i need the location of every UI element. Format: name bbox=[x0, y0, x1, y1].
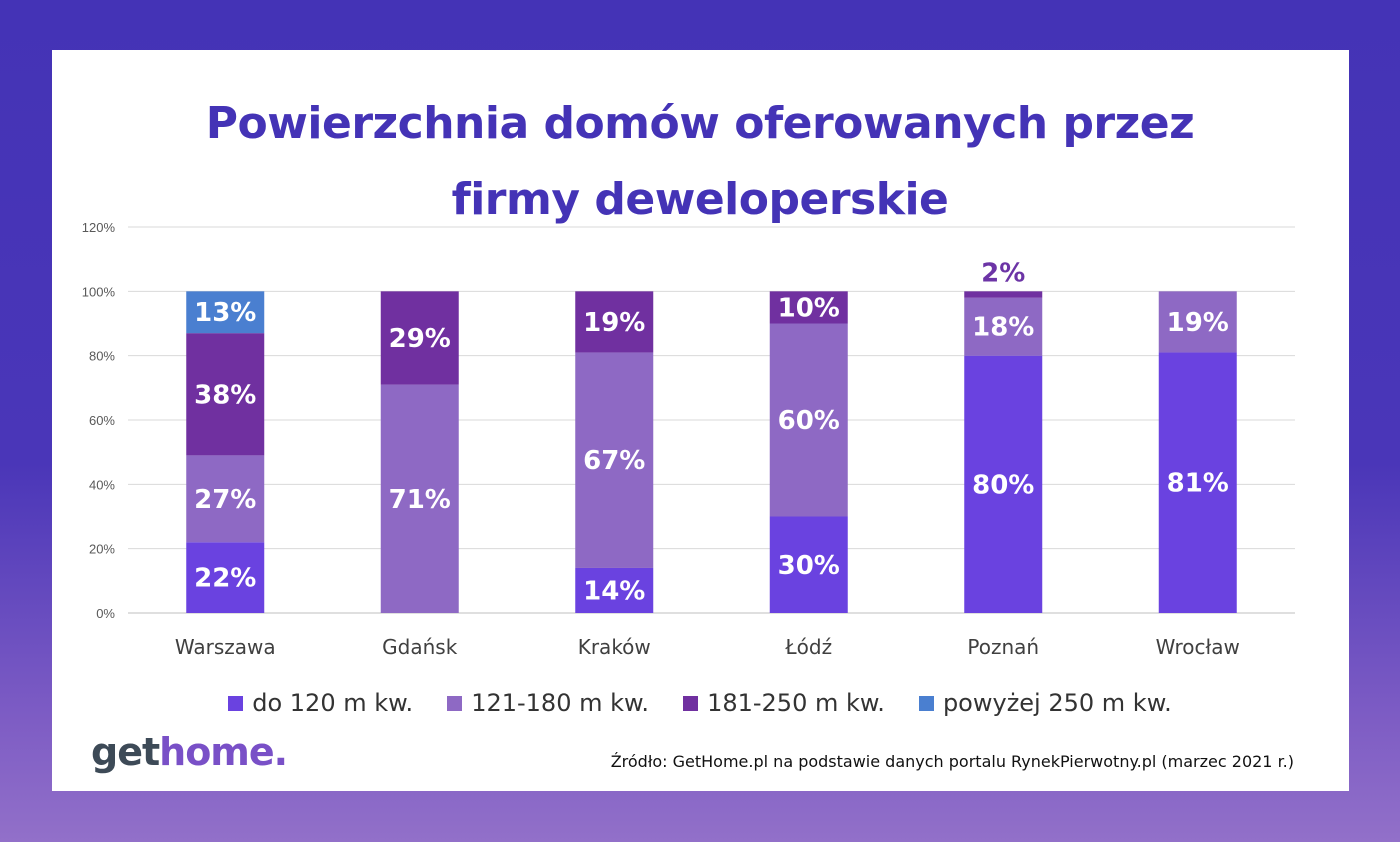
bar-segment bbox=[186, 333, 265, 456]
x-tick-label: Łódź bbox=[784, 635, 832, 659]
bar-segment bbox=[575, 352, 654, 568]
logo-text-home: home. bbox=[159, 730, 288, 774]
bar-segment bbox=[186, 542, 265, 613]
legend-item-series-3: 181-250 m kw. bbox=[683, 689, 885, 717]
data-label: 18% bbox=[972, 313, 1034, 343]
y-tick-label: 60% bbox=[89, 413, 115, 428]
x-tick-label: Warszawa bbox=[175, 635, 276, 659]
x-tick-label: Poznań bbox=[967, 635, 1039, 659]
y-tick-label: 20% bbox=[89, 542, 115, 557]
bar-segment bbox=[769, 516, 848, 613]
legend-swatch-series-2 bbox=[447, 695, 463, 711]
data-label: 22% bbox=[194, 564, 256, 594]
y-tick-label: 100% bbox=[82, 284, 116, 299]
bar-segment bbox=[964, 297, 1043, 356]
data-label: 80% bbox=[972, 470, 1034, 500]
chart-legend: do 120 m kw. 121-180 m kw. 181-250 m kw.… bbox=[0, 686, 1400, 720]
legend-label-series-1: do 120 m kw. bbox=[252, 689, 414, 717]
x-tick-label: Gdańsk bbox=[382, 635, 458, 659]
y-tick-label: 40% bbox=[89, 477, 115, 492]
bar-segment bbox=[380, 291, 459, 385]
bar-segment bbox=[964, 355, 1043, 613]
chart-title: Powierzchnia domów oferowanych przez fir… bbox=[0, 86, 1400, 238]
bar-segment bbox=[769, 291, 848, 324]
legend-swatch-series-3 bbox=[683, 695, 699, 711]
legend-label-series-2: 121-180 m kw. bbox=[471, 689, 650, 717]
legend-swatch-series-1 bbox=[228, 695, 244, 711]
data-label: 2% bbox=[981, 258, 1025, 288]
bar-segment bbox=[186, 455, 265, 543]
x-tick-label: Wrocław bbox=[1156, 635, 1240, 659]
data-label: 10% bbox=[778, 293, 840, 323]
logo-text-get: get bbox=[91, 730, 160, 774]
bar-segment bbox=[186, 291, 265, 334]
data-label: 19% bbox=[583, 308, 645, 338]
data-label: 13% bbox=[194, 298, 256, 328]
legend-item-series-2: 121-180 m kw. bbox=[447, 689, 649, 717]
gethome-logo: gethome. bbox=[91, 730, 288, 774]
data-label: 27% bbox=[194, 485, 256, 515]
chart-title-line-1: Powierzchnia domów oferowanych przez bbox=[205, 98, 1195, 149]
bar-segment bbox=[575, 291, 654, 353]
data-label: 71% bbox=[389, 485, 451, 515]
bar-segment bbox=[1158, 352, 1237, 613]
legend-swatch-series-4 bbox=[918, 695, 934, 711]
data-label: 38% bbox=[194, 380, 256, 410]
legend-label-series-3: 181-250 m kw. bbox=[707, 689, 885, 717]
x-tick-label: Kraków bbox=[578, 635, 651, 659]
data-label: 67% bbox=[583, 446, 645, 476]
y-tick-label: 120% bbox=[82, 220, 116, 235]
data-label: 29% bbox=[389, 324, 451, 354]
bar-segment bbox=[769, 323, 848, 517]
y-tick-label: 0% bbox=[96, 606, 115, 621]
source-note: Źródło: GetHome.pl na podstawie danych p… bbox=[610, 752, 1294, 771]
data-label: 30% bbox=[778, 551, 840, 581]
data-label: 14% bbox=[583, 576, 645, 606]
y-tick-label: 80% bbox=[89, 349, 115, 364]
bar-segment bbox=[1158, 291, 1237, 353]
legend-item-series-1: do 120 m kw. bbox=[228, 689, 413, 717]
data-label: 19% bbox=[1167, 308, 1229, 338]
bar-segment bbox=[380, 384, 459, 613]
bar-segment bbox=[964, 291, 1043, 298]
data-label: 81% bbox=[1167, 469, 1229, 499]
legend-item-series-4: powyżej 250 m kw. bbox=[918, 689, 1172, 717]
bar-segment bbox=[575, 567, 654, 613]
data-label: 60% bbox=[778, 406, 840, 436]
legend-label-series-4: powyżej 250 m kw. bbox=[942, 689, 1172, 717]
chart-title-line-2: firmy deweloperskie bbox=[451, 174, 949, 225]
